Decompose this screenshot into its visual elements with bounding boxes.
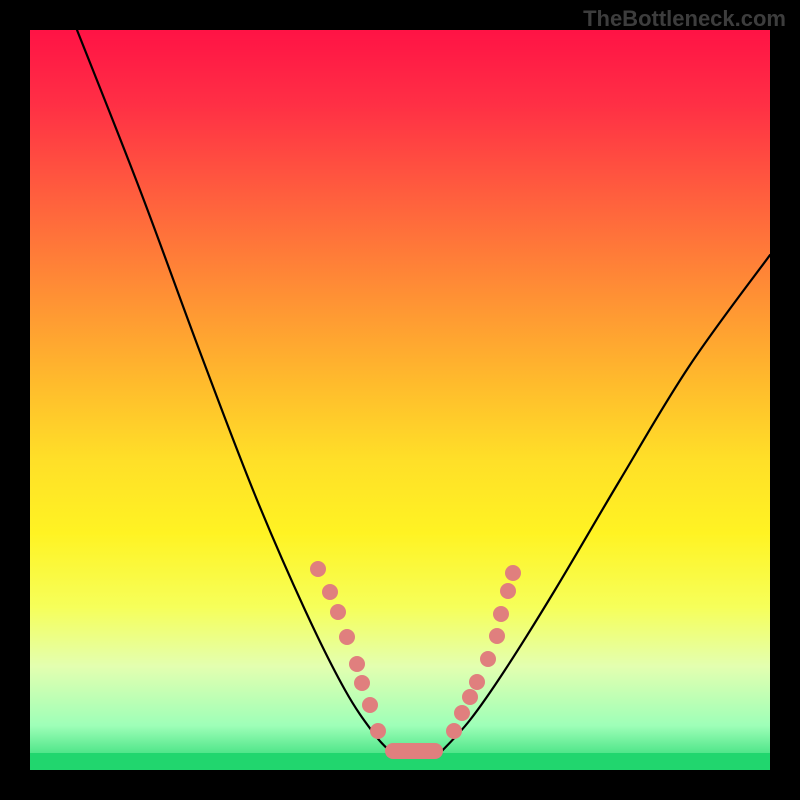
marker-left (310, 561, 326, 577)
marker-left (339, 629, 355, 645)
marker-right (500, 583, 516, 599)
marker-right (489, 628, 505, 644)
marker-right (446, 723, 462, 739)
gradient-panel (30, 30, 770, 770)
marker-right (462, 689, 478, 705)
marker-left (370, 723, 386, 739)
marker-left (322, 584, 338, 600)
marker-right (480, 651, 496, 667)
marker-left (349, 656, 365, 672)
chart-stage: TheBottleneck.com (0, 0, 800, 800)
marker-right (469, 674, 485, 690)
marker-flat-pill (385, 743, 443, 759)
marker-left (354, 675, 370, 691)
marker-right (493, 606, 509, 622)
watermark-text: TheBottleneck.com (583, 6, 786, 32)
marker-right (454, 705, 470, 721)
marker-left (362, 697, 378, 713)
chart-svg (0, 0, 800, 800)
marker-right (505, 565, 521, 581)
marker-left (330, 604, 346, 620)
